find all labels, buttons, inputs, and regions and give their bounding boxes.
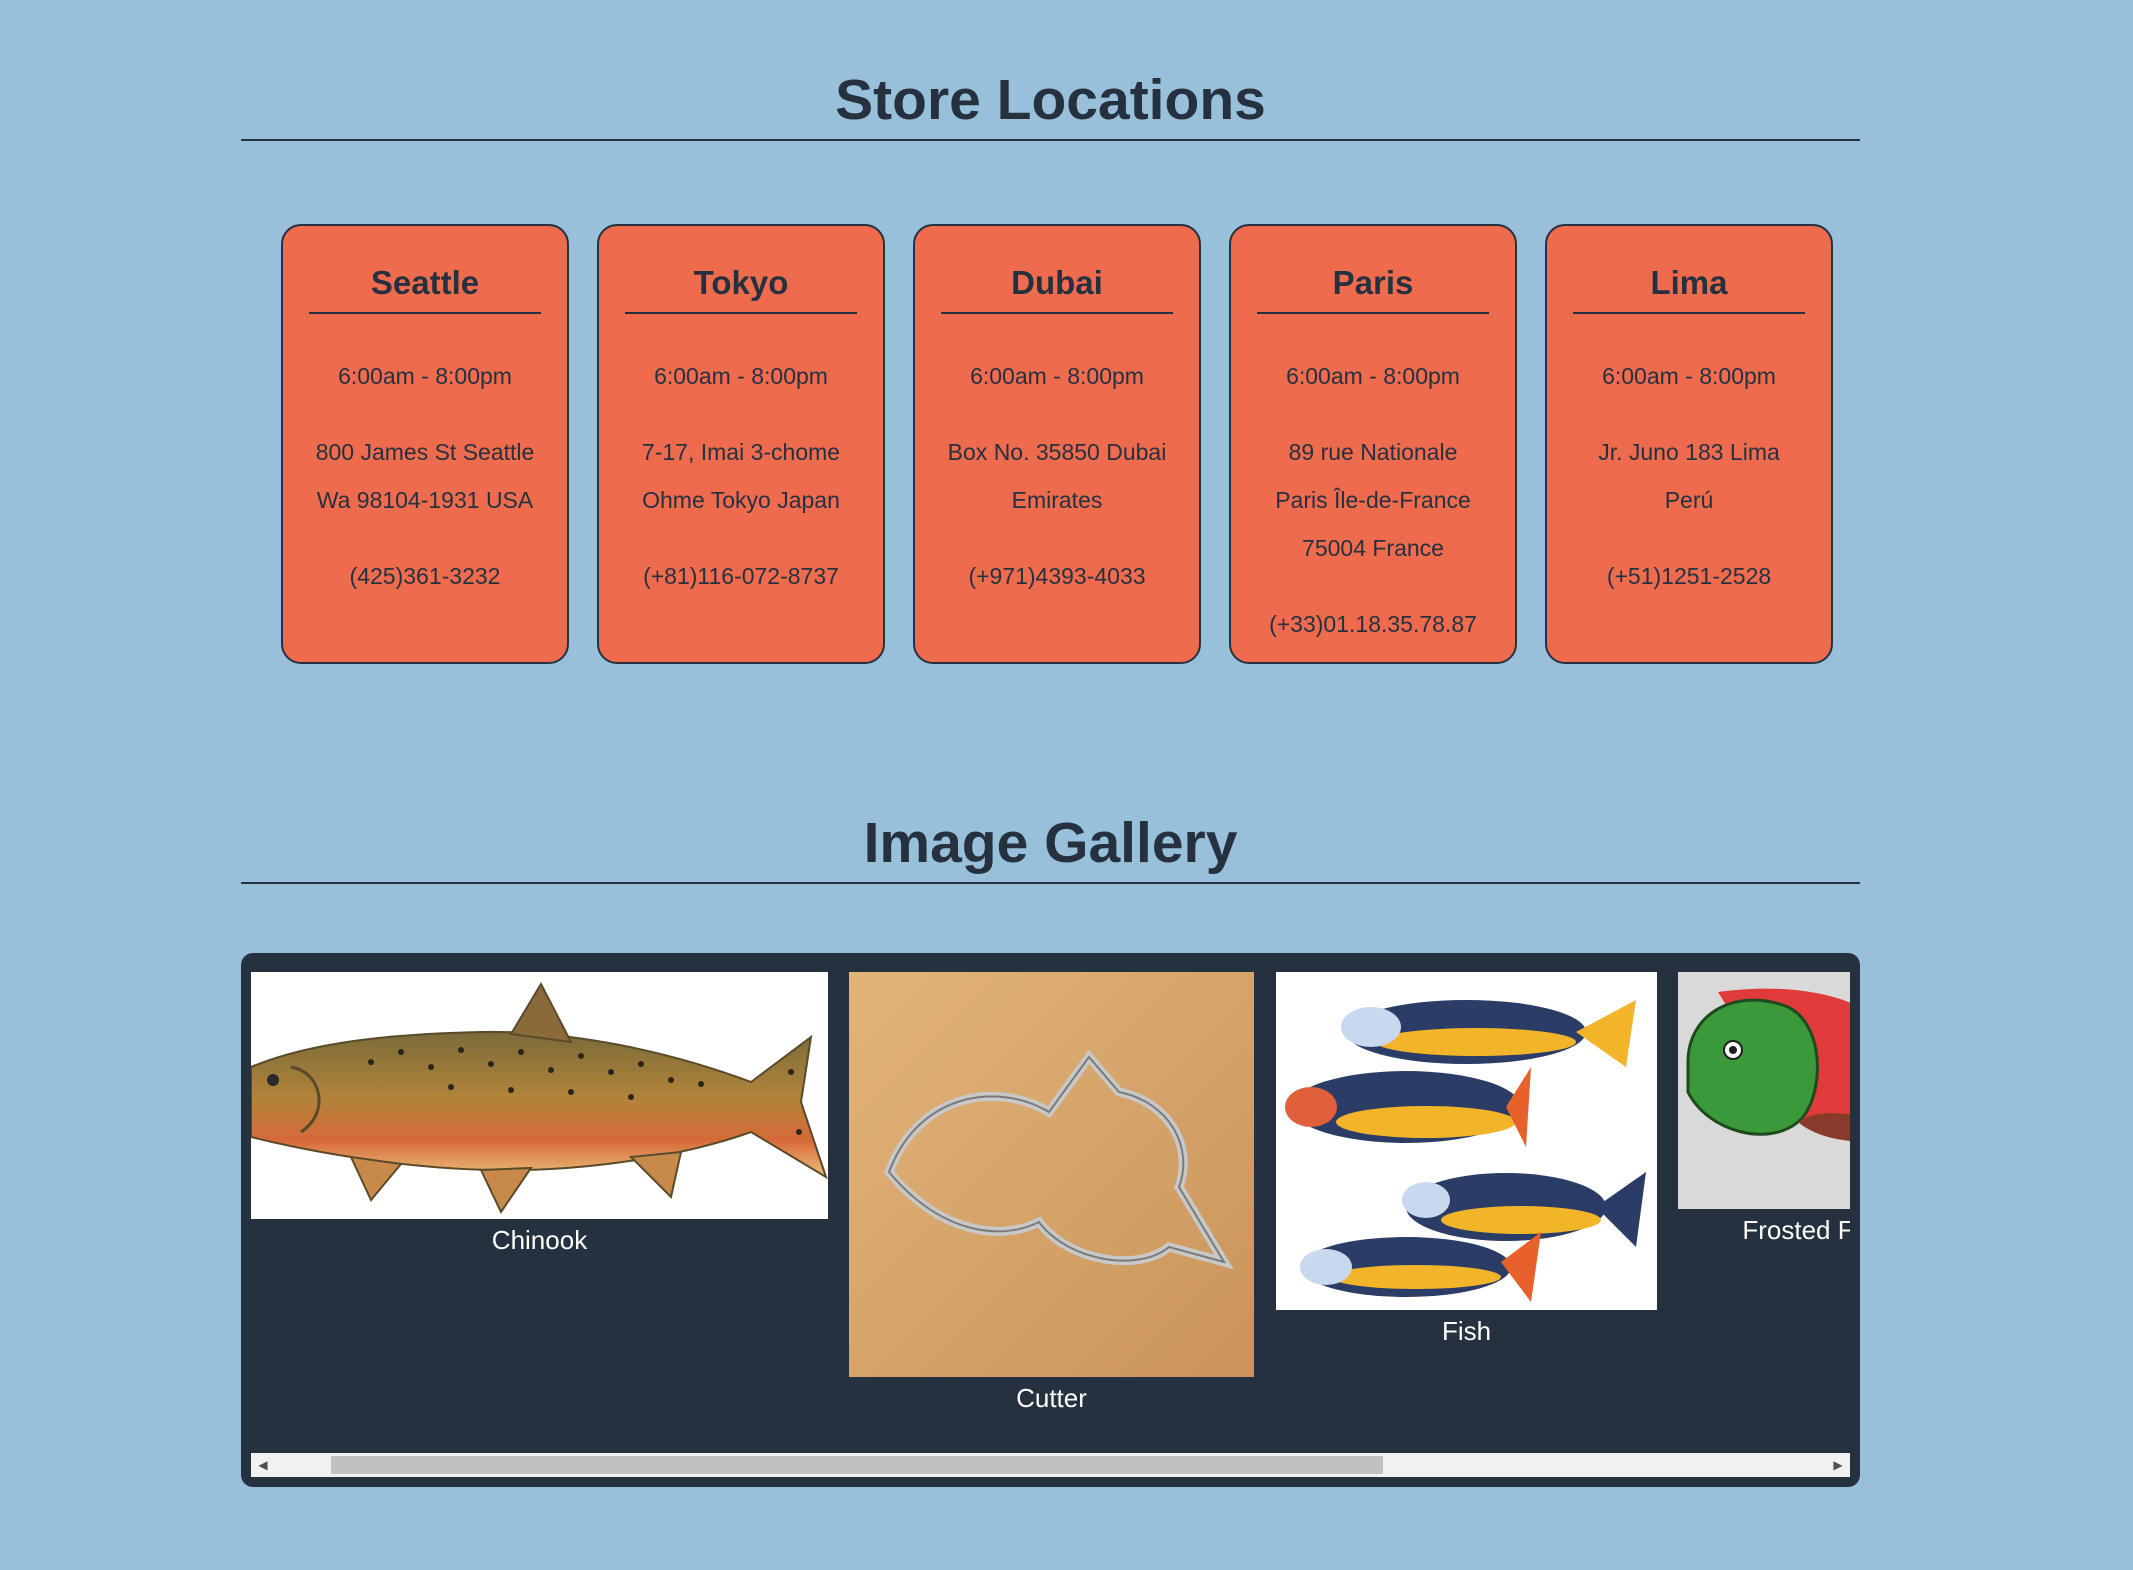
address-line: Box No. 35850 Dubai xyxy=(947,439,1167,465)
store-hours: 6:00am - 8:00pm xyxy=(1286,363,1460,389)
address-line: 800 James St Seattle xyxy=(315,439,535,465)
address-line: 75004 France xyxy=(1302,535,1444,561)
store-hours: 6:00am - 8:00pm xyxy=(338,363,512,389)
store-phone: (+81)116-072-8737 xyxy=(643,563,839,589)
gallery-item-chinook[interactable]: Chinook xyxy=(251,972,828,1256)
gallery-viewport: Chinook Cutter xyxy=(251,972,1850,1432)
store-city: Seattle xyxy=(309,264,541,314)
store-city: Lima xyxy=(1573,264,1805,314)
address-line: 7-17, Imai 3-chome xyxy=(641,439,841,465)
address-line: Wa 98104-1931 USA xyxy=(316,487,534,513)
store-card-tokyo: Tokyo 6:00am - 8:00pm 7-17, Imai 3-chome… xyxy=(597,224,885,664)
store-phone: (+971)4393-4033 xyxy=(968,563,1146,589)
store-city: Paris xyxy=(1257,264,1489,314)
store-city: Dubai xyxy=(941,264,1173,314)
address-line: Emirates xyxy=(1011,487,1103,513)
store-city: Tokyo xyxy=(625,264,857,314)
painted-fish-cookies-photo-icon xyxy=(1276,972,1657,1310)
store-address: 7-17, Imai 3-chome Ohme Tokyo Japan xyxy=(625,428,857,524)
address-line: Paris Île-de-France xyxy=(1275,487,1471,513)
store-card-lima: Lima 6:00am - 8:00pm Jr. Juno 183 Lima P… xyxy=(1545,224,1833,664)
store-locations-title: Store Locations xyxy=(241,72,1860,141)
image-gallery-section: Image Gallery xyxy=(241,815,1860,884)
gallery-item-frosted[interactable]: Frosted F xyxy=(1678,972,1850,1246)
fish-cookie-cutter-photo-icon xyxy=(849,972,1254,1377)
scroll-right-icon[interactable]: ▶ xyxy=(1833,1458,1843,1472)
image-gallery-scroller[interactable]: Chinook Cutter xyxy=(241,953,1860,1487)
store-address: 89 rue Nationale Paris Île-de-France 750… xyxy=(1257,428,1489,572)
store-card-paris: Paris 6:00am - 8:00pm 89 rue Nationale P… xyxy=(1229,224,1517,664)
store-card-seattle: Seattle 6:00am - 8:00pm 800 James St Sea… xyxy=(281,224,569,664)
scrollbar-thumb[interactable] xyxy=(331,1456,1383,1474)
address-line: Ohme Tokyo Japan xyxy=(642,487,840,513)
store-phone: (425)361-3232 xyxy=(349,563,501,589)
store-address: Box No. 35850 Dubai Emirates xyxy=(941,428,1173,524)
address-line: Jr. Juno 183 Lima xyxy=(1598,439,1780,465)
chinook-salmon-illustration-icon xyxy=(251,972,828,1219)
store-hours: 6:00am - 8:00pm xyxy=(970,363,1144,389)
gallery-item-fish[interactable]: Fish xyxy=(1276,972,1657,1347)
store-cards: Seattle 6:00am - 8:00pm 800 James St Sea… xyxy=(281,224,1833,664)
scroll-left-icon[interactable]: ◀ xyxy=(258,1458,268,1472)
store-address: 800 James St Seattle Wa 98104-1931 USA xyxy=(309,428,541,524)
frosted-fish-cookie-photo-icon xyxy=(1678,972,1850,1209)
address-line: 89 rue Nationale xyxy=(1288,439,1458,465)
store-phone: (+51)1251-2528 xyxy=(1606,563,1772,589)
store-address: Jr. Juno 183 Lima Perú xyxy=(1573,428,1805,524)
store-locations-section: Store Locations xyxy=(241,72,1860,141)
gallery-caption: Cutter xyxy=(1016,1383,1087,1413)
store-card-dubai: Dubai 6:00am - 8:00pm Box No. 35850 Duba… xyxy=(913,224,1201,664)
address-line: Perú xyxy=(1664,487,1714,513)
gallery-item-cutter[interactable]: Cutter xyxy=(849,972,1254,1414)
gallery-caption: Fish xyxy=(1441,1316,1492,1346)
gallery-horizontal-scrollbar[interactable]: ◀ ▶ xyxy=(251,1453,1850,1477)
store-hours: 6:00am - 8:00pm xyxy=(1602,363,1776,389)
store-hours: 6:00am - 8:00pm xyxy=(654,363,828,389)
gallery-caption: Frosted F xyxy=(1742,1215,1850,1245)
image-gallery-title: Image Gallery xyxy=(241,815,1860,884)
gallery-caption: Chinook xyxy=(491,1225,588,1255)
store-phone: (+33)01.18.35.78.87 xyxy=(1269,611,1477,637)
